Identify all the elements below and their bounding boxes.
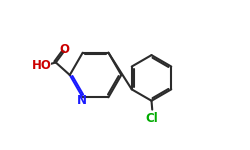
Text: N: N — [76, 94, 86, 108]
Text: O: O — [60, 43, 70, 56]
Text: HO: HO — [32, 59, 52, 72]
Text: Cl: Cl — [146, 112, 158, 125]
